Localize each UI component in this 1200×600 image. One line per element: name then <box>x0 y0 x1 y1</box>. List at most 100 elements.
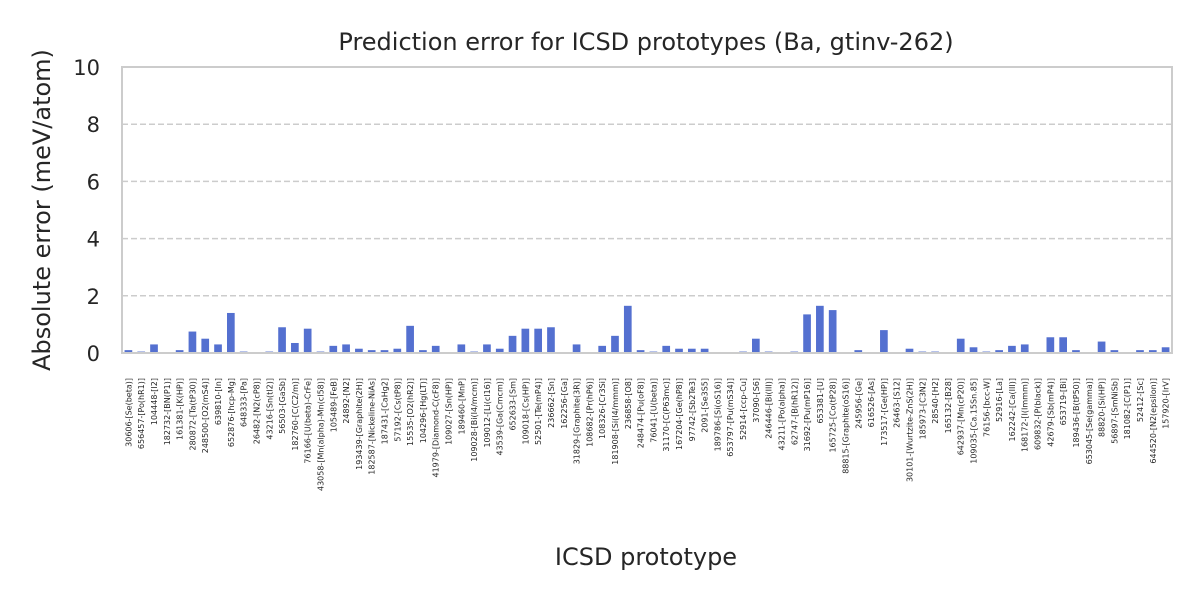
x-tick-label: 246446-[Bi(III)] <box>765 378 774 439</box>
x-tick-label: 26463-[S12] <box>893 378 902 428</box>
x-tick-label: 185973-[C3N2] <box>918 378 927 439</box>
x-tick-label: 31170-[C(P63mc)] <box>662 378 671 452</box>
x-tick-label: 162242-[Ca(III)] <box>1008 378 1017 441</box>
x-tick-label: 248500-[O2(mS4)] <box>201 378 210 453</box>
bar <box>431 345 440 353</box>
bar <box>483 344 491 353</box>
x-tick-label: 43058-[Mn(alpha)-Mn(cI58)] <box>316 378 325 491</box>
bar <box>956 338 965 353</box>
x-tick-label: 236662-[Sn] <box>547 378 556 428</box>
bar <box>1148 350 1157 353</box>
x-tick-label: 187431-[CaHg2] <box>381 378 390 444</box>
bar <box>355 348 363 353</box>
x-tick-label: 245956-[Ge] <box>854 378 863 429</box>
x-tick-label: 105489-[FeB] <box>329 378 338 432</box>
bar <box>905 348 914 353</box>
x-tick-label: 76041-[U(beta)] <box>649 378 658 443</box>
bar <box>828 310 837 353</box>
bar <box>598 345 607 353</box>
y-tick-label: 4 <box>87 228 100 252</box>
y-tick-label: 2 <box>87 285 100 309</box>
x-tick-label: 104296-[Hg(LT)] <box>419 378 428 443</box>
plot-frame <box>121 66 1173 354</box>
bar <box>1136 350 1144 353</box>
bar <box>278 327 286 353</box>
x-tick-label: 644520-[N2(epsilon)] <box>1149 378 1158 464</box>
bar <box>611 335 619 353</box>
x-tick-label: 31829-[Graphite(3R)] <box>573 378 582 464</box>
bar <box>1020 344 1029 353</box>
x-tick-label: 157920-[IrV] <box>1162 378 1171 429</box>
x-tick-label: 109028-[Bi(I4/mcm)] <box>470 378 479 462</box>
x-tick-label: 653797-[Pu(mS34)] <box>726 378 735 457</box>
x-tick-label: 43216-[Sn(tI2)] <box>265 378 274 440</box>
x-tick-label: 56897-[SmNiSb] <box>1110 378 1119 444</box>
bar <box>303 328 312 353</box>
y-tick-label: 8 <box>87 113 100 137</box>
x-tick-label: 248474-[Pu(oF8)] <box>637 378 646 448</box>
bar <box>521 328 530 353</box>
x-tick-label: 189786-[Si(oS16)] <box>713 378 722 451</box>
bar <box>495 348 504 353</box>
x-tick-label: 88820-[Si(HP)] <box>1098 378 1107 437</box>
y-axis-label: Absolute error (meV/atom) <box>28 49 56 371</box>
x-tick-label: 642937-[Mn(cP20)] <box>957 378 966 455</box>
bar <box>816 305 824 353</box>
x-tick-label: 108326-[Cr3Si] <box>598 378 607 439</box>
bar <box>675 348 683 353</box>
bar <box>995 350 1003 353</box>
x-tick-label: 88815-[Graphite(oS16)] <box>841 378 850 474</box>
x-tick-label: 109035-[Ca.15Sn.85] <box>970 378 979 464</box>
bar <box>752 338 760 353</box>
bar <box>329 345 338 353</box>
x-tick-label: 97742-[Sb2Te3] <box>688 378 697 441</box>
x-tick-label: 639810-[In] <box>214 378 223 425</box>
x-tick-label: 165132-[B28] <box>944 378 953 433</box>
bar <box>1059 337 1067 353</box>
x-tick-label: 653045-[Se(gamma)] <box>1085 378 1094 464</box>
bar <box>393 348 402 353</box>
x-tick-label: 609832-[P(black)] <box>1034 378 1043 450</box>
bar <box>367 350 376 353</box>
bar <box>214 344 222 353</box>
x-tick-label: 56503-[GaSb] <box>278 378 287 434</box>
bar <box>623 305 632 353</box>
x-tick-label: 57192-[Cs(tP8)] <box>393 378 402 442</box>
x-tick-label: 181082-[C(P1)] <box>1123 378 1132 439</box>
bar <box>662 345 671 353</box>
x-tick-label: 182587-[Nickeline-NiAs] <box>368 378 377 475</box>
x-tick-label: 165725-[Co(tP28)] <box>829 378 838 453</box>
bar <box>380 350 389 353</box>
bar <box>1110 350 1119 353</box>
bar <box>1072 350 1080 353</box>
x-tick-label: 167204-[Ge(hP8)] <box>675 378 684 450</box>
x-tick-label: 161381-[K(HP)] <box>176 378 185 440</box>
y-tick-label: 10 <box>73 56 100 80</box>
x-tick-label: 37090-[S6] <box>752 378 761 423</box>
x-tick-label: 43211-[Po(alpha)] <box>777 378 786 450</box>
x-tick-label: 653719-[Bi] <box>1059 378 1068 425</box>
x-tick-label: 42679-[Sb(mP4)] <box>1046 378 1055 447</box>
x-tick-label: 168172-[I(Immm)] <box>1021 378 1030 452</box>
x-tick-label: 15535-[O2(hR2)] <box>406 378 415 446</box>
x-tick-label: 30101-[Wurtzite-ZnS(2H)] <box>906 378 915 482</box>
x-tick-label: 28540-[H2] <box>931 378 940 424</box>
bar <box>636 350 645 353</box>
bar <box>803 314 811 353</box>
bar <box>1046 337 1055 353</box>
x-tick-label: 109018-[Cs(HP)] <box>521 378 530 445</box>
chart-title: Prediction error for ICSD prototypes (Ba… <box>338 28 953 56</box>
bar <box>508 335 517 353</box>
bar <box>406 325 414 353</box>
y-tick-label: 6 <box>87 170 100 194</box>
x-tick-label: 52914-[ccp-Cu] <box>739 378 748 440</box>
bar <box>572 344 581 353</box>
x-tick-label: 109012-[Li(cI16)] <box>483 378 492 448</box>
x-tick-label: 162256-[Ga] <box>560 378 569 429</box>
bar <box>1008 345 1016 353</box>
bar <box>854 350 863 353</box>
x-tick-label: 616526-[As] <box>867 378 876 427</box>
x-tick-label: 653381-[U] <box>816 378 825 424</box>
x-tick-label: 76166-[U(beta)-CrFe] <box>304 378 313 464</box>
